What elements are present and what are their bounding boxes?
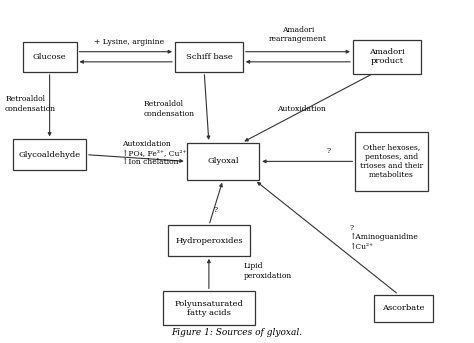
Text: Schiff base: Schiff base [185, 53, 232, 61]
FancyBboxPatch shape [187, 143, 259, 180]
Text: ?: ? [326, 147, 330, 155]
Text: ?
↑Aminoguanidine
↑Cu²⁺: ? ↑Aminoguanidine ↑Cu²⁺ [349, 224, 418, 250]
Text: Hydroperoxides: Hydroperoxides [175, 237, 243, 245]
FancyBboxPatch shape [356, 132, 428, 191]
FancyBboxPatch shape [163, 291, 255, 325]
Text: Polyunsaturated
fatty acids: Polyunsaturated fatty acids [174, 299, 243, 317]
Text: Amadori
rearrangement: Amadori rearrangement [269, 26, 327, 44]
Text: Other hexoses,
pentoses, and
trioses and their
metabolites: Other hexoses, pentoses, and trioses and… [360, 144, 423, 179]
FancyBboxPatch shape [168, 225, 250, 256]
Text: Retroaldol
condensation: Retroaldol condensation [5, 95, 56, 113]
Text: Glycoaldehyde: Glycoaldehyde [18, 151, 81, 158]
FancyBboxPatch shape [13, 140, 86, 170]
Text: Figure 1: Sources of glyoxal.: Figure 1: Sources of glyoxal. [172, 328, 302, 337]
Text: ?: ? [214, 206, 218, 214]
FancyBboxPatch shape [374, 295, 433, 322]
Text: Glyoxal: Glyoxal [207, 157, 239, 165]
Text: Amadori
product: Amadori product [369, 48, 405, 66]
FancyBboxPatch shape [175, 42, 243, 72]
Text: + Lysine, arginine: + Lysine, arginine [94, 38, 164, 46]
Text: Autoxidation: Autoxidation [277, 105, 326, 113]
Text: Ascorbate: Ascorbate [382, 304, 425, 312]
FancyBboxPatch shape [353, 40, 421, 74]
Text: Retroaldol
condensation: Retroaldol condensation [143, 100, 194, 118]
Text: Autoxidation
↑PO₄, Fe³⁺, Cu²⁺
↑Ion chelation: Autoxidation ↑PO₄, Fe³⁺, Cu²⁺ ↑Ion chela… [122, 140, 187, 166]
Text: Glucose: Glucose [33, 53, 66, 61]
Text: Lipid
peroxidation: Lipid peroxidation [244, 262, 292, 280]
FancyBboxPatch shape [23, 42, 77, 72]
